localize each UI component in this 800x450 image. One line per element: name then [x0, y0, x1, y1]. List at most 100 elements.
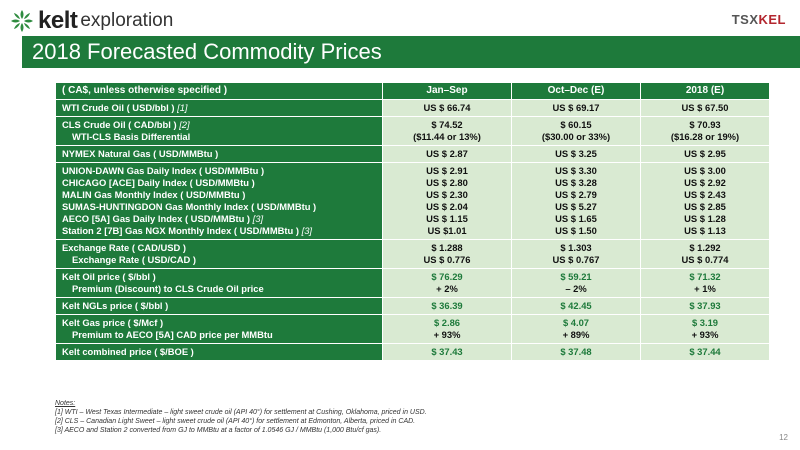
value-text: US $ 1.50	[555, 225, 597, 236]
column-header: Oct–Dec (E)	[511, 82, 641, 100]
value-text: US $ 0.776	[423, 254, 471, 265]
value-text: US $ 3.00	[684, 165, 726, 176]
logo-wordmark-bold: kelt	[38, 7, 78, 34]
value-text: – 2%	[565, 283, 587, 294]
row-label-text: Kelt NGLs price ( $/bbl )	[62, 300, 169, 311]
value-cell: $ 42.45	[511, 297, 641, 315]
value-text: US $ 66.74	[423, 102, 471, 113]
value-text: + 89%	[562, 329, 590, 340]
value-text: US $ 2.85	[684, 201, 726, 212]
value-text: US $ 1.28	[684, 213, 726, 224]
row-label-line: WTI-CLS Basis Differential	[62, 131, 376, 143]
row-label-text: NYMEX Natural Gas ( USD/MMBtu )	[62, 148, 219, 159]
value-text: + 1%	[694, 283, 716, 294]
value-text: $ 37.48	[560, 346, 592, 357]
value-text: $ 1.292	[689, 242, 721, 253]
column-header: 2018 (E)	[640, 82, 770, 100]
row-label-text: Kelt combined price ( $/BOE )	[62, 346, 194, 357]
page-title: 2018 Forecasted Commodity Prices	[32, 39, 382, 64]
row-label-text: Premium to AECO [5A] CAD price per MMBtu	[72, 329, 273, 340]
value-cell: $ 59.21– 2%	[511, 268, 641, 298]
value-text: US $ 3.25	[555, 148, 597, 159]
row-label: NYMEX Natural Gas ( USD/MMBtu )	[55, 145, 383, 163]
value-cell: $ 60.15 ($30.00 or 33%)	[511, 116, 641, 146]
value-cell: $ 3.19 + 93%	[640, 314, 770, 344]
value-cell: $ 37.43	[382, 343, 512, 361]
value-cell: $ 1.288 US $ 0.776	[382, 239, 512, 269]
row-label-text: Kelt Oil price ( $/bbl )	[62, 271, 156, 282]
value-text: ($30.00 or 33%)	[541, 131, 611, 142]
table-row: CLS Crude Oil ( CAD/bbl ) [2] WTI-CLS Bas…	[55, 116, 770, 146]
value-text: ($11.44 or 13%)	[413, 131, 481, 142]
row-label-text: AECO [5A] Gas Daily Index ( USD/MMBtu )	[62, 213, 251, 224]
value-cell: US $ 66.74	[382, 99, 512, 117]
value-cell: US $ 3.30 US $ 3.28 US $ 2.79 US $ 5.27 US $…	[511, 162, 641, 240]
value-text: $ 76.29	[431, 271, 463, 282]
value-cell: $ 1.292 US $ 0.774	[640, 239, 770, 269]
ticker-exchange: TSX	[731, 12, 759, 27]
footnote: [2] CLS – Canadian Light Sweet – light s…	[55, 418, 416, 425]
value-text: US $ 3.30	[555, 165, 597, 176]
value-cell: US $ 69.17	[511, 99, 641, 117]
row-label-line: NYMEX Natural Gas ( USD/MMBtu )	[62, 148, 376, 160]
value-text: $ 4.07	[562, 317, 590, 328]
commodity-price-table: ( CA$, unless otherwise specified ) Jan–…	[55, 82, 770, 361]
row-label: UNION-DAWN Gas Daily Index ( USD/MMBtu )…	[55, 162, 383, 240]
row-label-line: AECO [5A] Gas Daily Index ( USD/MMBtu ) …	[62, 213, 376, 225]
value-text: US $1.01	[427, 225, 467, 236]
row-label-line: CHICAGO [ACE] Daily Index ( USD/MMBtu )	[62, 177, 376, 189]
value-text: $ 70.93	[689, 119, 721, 130]
footnote: [3] AECO and Station 2 converted from GJ…	[55, 427, 382, 434]
row-label-line: SUMAS-HUNTINGDON Gas Monthly Index ( USD…	[62, 201, 376, 213]
value-text: US $ 5.27	[555, 201, 597, 212]
value-cell: US $ 3.25	[511, 145, 641, 163]
row-label-text: Premium (Discount) to CLS Crude Oil pric…	[72, 283, 264, 294]
table-header-row: ( CA$, unless otherwise specified ) Jan–…	[55, 82, 770, 100]
value-text: $ 60.15	[560, 119, 592, 130]
row-label-text: CLS Crude Oil ( CAD/bbl )	[62, 119, 177, 130]
table-row: Kelt Gas price ( $/Mcf ) Premium to AECO …	[55, 314, 770, 344]
notes-heading: Notes:	[55, 400, 76, 407]
row-label: Kelt Gas price ( $/Mcf ) Premium to AECO …	[55, 314, 383, 344]
row-label-text: WTI-CLS Basis Differential	[72, 131, 191, 142]
table-row: UNION-DAWN Gas Daily Index ( USD/MMBtu )…	[55, 162, 770, 240]
tsx-ticker-logo: TSXKEL	[732, 12, 786, 27]
value-text: US $ 2.30	[426, 189, 468, 200]
value-text: US $ 2.04	[426, 201, 468, 212]
row-label-line: Premium (Discount) to CLS Crude Oil pric…	[62, 283, 376, 295]
footnotes: Notes: [1] WTI – West Texas Intermediate…	[55, 399, 755, 435]
value-cell: $ 71.32 + 1%	[640, 268, 770, 298]
row-label: Exchange Rate ( CAD/USD ) Exchange Rate (…	[55, 239, 383, 269]
value-text: + 93%	[691, 329, 719, 340]
value-text: US $ 1.13	[684, 225, 726, 236]
table-row: WTI Crude Oil ( USD/bbl ) [1] US $ 66.74 U…	[55, 99, 770, 117]
row-label-line: Kelt Gas price ( $/Mcf )	[62, 317, 376, 329]
value-text: $ 37.44	[689, 346, 721, 357]
value-cell: $ 2.86 + 93%	[382, 314, 512, 344]
table-row: Kelt combined price ( $/BOE ) $ 37.43 $ 37…	[55, 343, 770, 361]
row-label-text: Exchange Rate ( CAD/USD )	[62, 242, 186, 253]
value-text: $ 36.39	[431, 300, 463, 311]
value-cell: US $ 2.95	[640, 145, 770, 163]
value-cell: $ 37.48	[511, 343, 641, 361]
value-text: US $ 1.65	[555, 213, 597, 224]
table-row: Exchange Rate ( CAD/USD ) Exchange Rate (…	[55, 239, 770, 269]
value-text: $ 2.86	[433, 317, 461, 328]
value-text: US $ 0.767	[552, 254, 600, 265]
value-text: US $ 1.15	[426, 213, 468, 224]
row-label-line: Kelt combined price ( $/BOE )	[62, 346, 376, 358]
row-label-text: Exchange Rate ( USD/CAD )	[72, 254, 196, 265]
value-text: US $ 2.91	[426, 165, 468, 176]
value-text: $ 42.45	[560, 300, 592, 311]
value-cell: US $ 3.00 US $ 2.92 US $ 2.43 US $ 2.85 US $…	[640, 162, 770, 240]
row-label: Kelt combined price ( $/BOE )	[55, 343, 383, 361]
value-text: US $ 2.92	[684, 177, 726, 188]
row-label: Kelt NGLs price ( $/bbl )	[55, 297, 383, 315]
footnote-ref: [3]	[252, 213, 264, 224]
logo-wordmark-light: exploration	[80, 10, 174, 31]
row-label-text: Station 2 [7B] Gas NGX Monthly Index ( U…	[62, 225, 299, 236]
row-label-line: Exchange Rate ( CAD/USD )	[62, 242, 376, 254]
value-cell: $ 36.39	[382, 297, 512, 315]
value-text: $ 37.43	[431, 346, 463, 357]
value-text: $ 71.32	[689, 271, 721, 282]
